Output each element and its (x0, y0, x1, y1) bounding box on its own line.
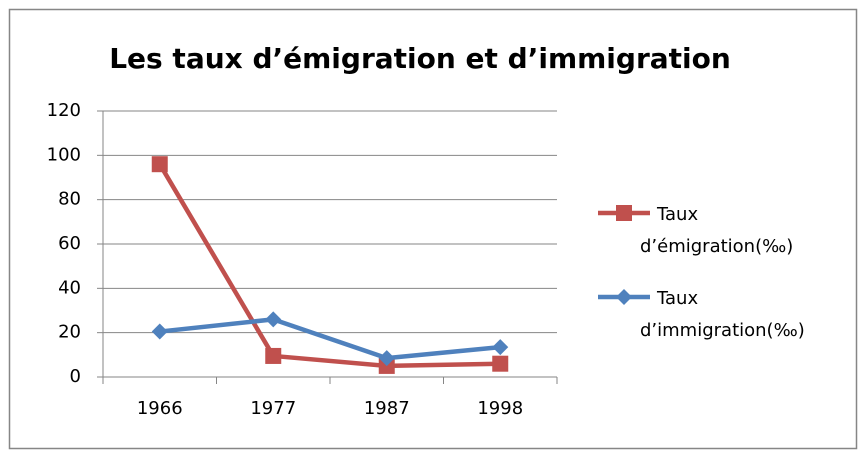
y-tick-label: 40 (58, 277, 81, 298)
marker (265, 311, 282, 328)
y-tick-label: 100 (47, 144, 81, 165)
marker (151, 156, 168, 173)
marker (492, 355, 509, 372)
x-tick-label: 1998 (477, 398, 523, 419)
chart-frame (8, 8, 858, 450)
x-tick-label: 1977 (250, 398, 296, 419)
y-tick-label: 60 (58, 233, 81, 254)
marker (616, 289, 632, 305)
marker (378, 350, 395, 367)
legend-label: Taux d’émigration(‰) (640, 204, 793, 257)
marker (492, 339, 509, 356)
chart-title: Les taux d’émigration et d’immigration (109, 42, 731, 75)
x-tick-label: 1966 (137, 398, 183, 419)
legend-label: Taux d’immigration(‰) (640, 288, 805, 341)
y-tick-label: 0 (70, 366, 81, 387)
x-tick-label: 1987 (364, 398, 410, 419)
marker (616, 205, 632, 221)
marker (151, 323, 168, 340)
marker (265, 347, 282, 364)
series-line (159, 317, 501, 361)
series-line (157, 163, 501, 369)
y-tick-label: 80 (58, 189, 81, 210)
y-tick-label: 120 (47, 100, 81, 121)
y-tick-label: 20 (58, 322, 81, 343)
